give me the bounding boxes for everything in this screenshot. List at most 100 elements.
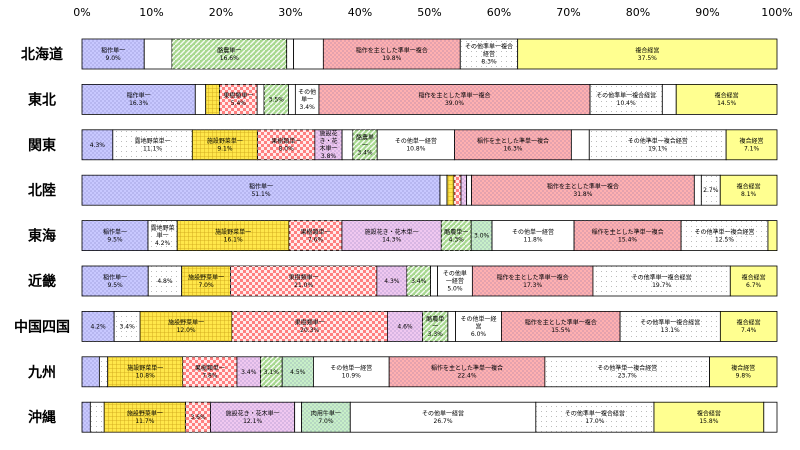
bar-segment-label: その他単一経営 26.7%: [422, 409, 464, 425]
x-tick-label: 50%: [417, 6, 441, 19]
bar-segment-pattern: [501, 311, 621, 342]
bar-segment-pattern: [471, 220, 493, 251]
bar-row: 稲作単一 9.5% 4.8% 施設野菜単一 7.0% 果樹類単一 21.0% 4.3% 3.4%…: [81, 265, 778, 297]
bar-segment-pattern: [219, 84, 258, 115]
bar-segment: [349, 401, 537, 433]
region-label: 九州: [27, 365, 56, 381]
bar-segment-label: 4.8%: [157, 278, 173, 285]
bar-segment-label: 施設野菜単一 16.1%: [215, 228, 251, 244]
bar-segment-pattern: [574, 220, 682, 251]
bar-segment-label: その他準単一複合経営 10.4%: [596, 92, 656, 108]
bar-segment-label: 果樹類単一 21.0%: [289, 273, 319, 289]
bar-segment-pattern: [461, 175, 467, 206]
bar-segment-pattern: [104, 402, 186, 433]
bar-segment-label: 施設野菜単一 10.8%: [127, 364, 163, 380]
x-tick-label: 40%: [348, 6, 372, 19]
x-axis-ticks: 0% 10% 20% 30% 40% 50% 60% 70% 80% 90% 100%: [73, 6, 792, 19]
bar-segment-pattern: [535, 402, 654, 433]
bar-segment-label: その他単一経営 11.8%: [512, 228, 554, 244]
x-tick-label: 80%: [626, 6, 650, 19]
bar-segment-pattern: [82, 311, 115, 342]
bar-segment-label: 露地野菜単一 11.1%: [135, 137, 171, 153]
bar-segment-pattern: [171, 39, 287, 69]
bar-segment-pattern: [376, 266, 407, 296]
bar-segment-label: 稲作を主とした準単一複合 19.8%: [356, 46, 428, 62]
bar-segment-label: 果樹類単一 20.3%: [295, 319, 325, 335]
bar-segment: [709, 356, 778, 388]
bar-segment-pattern: [620, 311, 721, 342]
bar-segment-pattern: [387, 311, 423, 342]
bar-segment-label: 酪農単一 4.3%: [444, 228, 468, 244]
bar-segment-pattern: [148, 220, 178, 251]
bar-segment-label: その他単一経営 5.0%: [443, 270, 467, 293]
bar-segment-pattern: [544, 356, 710, 387]
bar-segment-label: 酪農単一 3.4%: [356, 133, 374, 156]
bar-segment-pattern: [114, 311, 141, 342]
region-label: 東海: [28, 228, 56, 245]
bar-segment: [286, 38, 295, 70]
bar-segment-pattern: [90, 402, 105, 433]
bar-segment-label: 3.6%: [190, 414, 206, 421]
bar-segment: [763, 401, 778, 433]
bar-segment-pattern: [422, 311, 448, 342]
bar-segment: [143, 38, 173, 70]
x-tick-label: 90%: [695, 6, 719, 19]
bar-row: 4.3% 露地野菜単一 11.1% 施設野菜単一 9.1% 果樹類単一 8.0% 施設花き・花…: [81, 129, 778, 161]
region-label: 中国四国: [14, 318, 70, 335]
bar-segment-pattern: [264, 84, 289, 115]
bar-segment-label: 施設野菜単一 9.1%: [207, 137, 243, 153]
bar-segment: [570, 129, 590, 161]
bar-segment-pattern: [460, 39, 518, 69]
bar-segment-label: 施設花き・花木単一 12.1%: [226, 409, 280, 425]
bar-segment-label: 4.3%: [90, 142, 106, 149]
bar-segment-pattern: [701, 175, 721, 206]
bar-segment-pattern: [82, 356, 100, 387]
bar-segment: [767, 220, 778, 252]
bar-segment-label: 稲作単一 51.1%: [249, 182, 273, 198]
bar-segment-label: 酪農単一 3.3%: [426, 315, 444, 338]
bar-segment-pattern: [82, 175, 441, 206]
bar-segment-pattern: [589, 129, 727, 160]
bar-segment-label: 施設野菜単一 12.0%: [168, 319, 204, 335]
bar-segment-pattern: [314, 129, 343, 160]
bar-segment-label: その他準単一複合経営 12.5%: [695, 228, 755, 244]
bar-segment-label: 施設花き・花木単一 3.8%: [319, 130, 337, 161]
bar-segment-pattern: [177, 220, 290, 251]
bar-segment: [693, 174, 702, 206]
bar-segment-pattern: [99, 356, 108, 387]
bar-segment-label: 果樹類単一 8.0%: [271, 137, 301, 153]
bar-segment-label: 果樹類単一 5.4%: [223, 92, 253, 108]
bar-row: 4.2% 3.4% 施設野菜単一 12.0% 果樹類単一 20.3% 4.6% 酪農単一 3.3…: [81, 310, 778, 342]
bar-segment: [675, 84, 778, 115]
bar-segment-pattern: [82, 39, 145, 69]
x-tick-label: 10%: [139, 6, 163, 19]
bar-segment-pattern: [210, 402, 295, 433]
bar-segment-pattern: [82, 220, 149, 251]
bar-segment: [437, 265, 473, 297]
bar-segment-label: 肉用牛単一 7.0%: [311, 409, 341, 425]
bar-segment-label: 施設花き・花木単一 14.3%: [365, 228, 419, 244]
bar-segment: [439, 174, 448, 206]
bar-segment-pattern: [289, 220, 342, 251]
bar-segment-pattern: [82, 266, 149, 296]
bar-segment-label: 稲作を主とした準単一複合 31.8%: [547, 182, 619, 198]
bar-segment-label: 複合経営 8.1%: [737, 182, 761, 198]
bar-segment-pattern: [681, 220, 768, 251]
bar-segment-label: 複合経営 7.1%: [740, 137, 764, 153]
bar-segment: [194, 84, 207, 115]
bar-segment-label: 果樹類単一 7.8%: [195, 364, 225, 380]
bar-segment: [491, 220, 575, 252]
region-label: 近畿: [28, 273, 56, 290]
bar-segment: [466, 174, 472, 206]
bar-segment-label: 稲作単一 9.5%: [103, 228, 127, 244]
bar-segment-pattern: [389, 356, 545, 387]
bar-segment: [719, 174, 778, 206]
bar-segment-label: 露地野菜単一 4.2%: [151, 224, 175, 247]
bar-segment-pattern: [82, 84, 196, 115]
bar-row: 施設野菜単一 11.7% 3.6% 施設花き・花木単一 12.1% 肉用牛単一 7.0% その…: [81, 401, 778, 433]
bar-segment-pattern: [82, 402, 91, 433]
bar-segment-pattern: [441, 220, 472, 251]
bar-segment-label: その他単一経営 6.0%: [460, 315, 496, 338]
bar-segment-label: 稲作単一 9.5%: [103, 273, 127, 289]
